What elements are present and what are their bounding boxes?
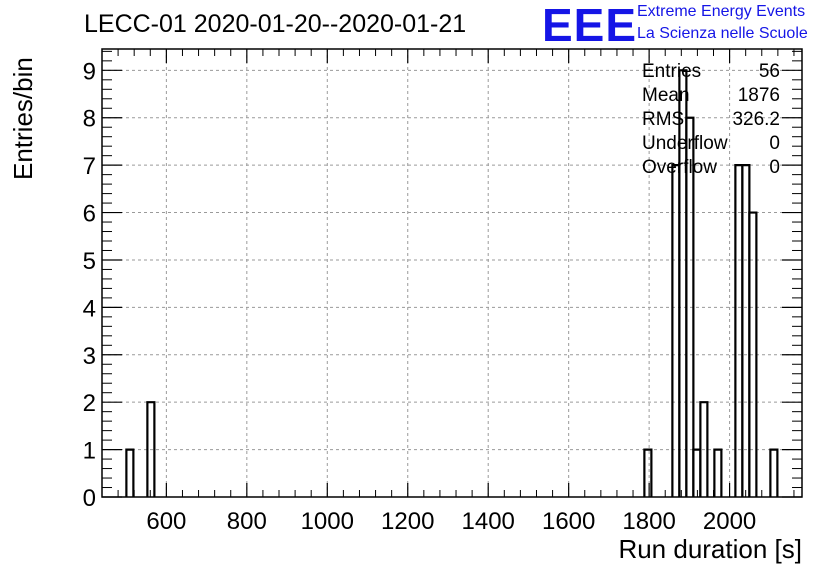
x-tick-label: 800 bbox=[227, 508, 267, 535]
axis-ticks bbox=[101, 49, 802, 498]
x-tick-label: 1600 bbox=[542, 508, 595, 535]
stat-value: 0 bbox=[769, 157, 780, 178]
stat-label: Mean bbox=[642, 85, 690, 106]
histogram-bars bbox=[125, 69, 779, 497]
histogram-bin bbox=[643, 448, 653, 497]
x-tick-label: 1200 bbox=[381, 508, 434, 535]
stat-label: Overflow bbox=[642, 157, 717, 178]
histogram-bin bbox=[685, 116, 695, 497]
stat-label: RMS bbox=[642, 109, 685, 130]
stat-value: 0 bbox=[769, 133, 780, 154]
x-axis-label: Run duration [s] bbox=[618, 534, 802, 564]
histogram-bin bbox=[769, 448, 779, 497]
x-tick-label: 2000 bbox=[703, 508, 756, 535]
histogram-bin bbox=[699, 401, 709, 497]
y-tick-label: 6 bbox=[83, 201, 96, 228]
y-tick-label: 9 bbox=[83, 58, 96, 85]
x-tick-label: 1400 bbox=[462, 508, 515, 535]
stat-value: 1876 bbox=[737, 85, 780, 106]
stat-row-entries: Entries 56 bbox=[642, 60, 780, 84]
y-tick-label: 4 bbox=[83, 295, 96, 322]
stats-box: Entries 56 Mean 1876 RMS 326.2 Underflow… bbox=[642, 60, 780, 180]
y-axis-label: Entries/bin bbox=[8, 57, 38, 180]
histogram-bin bbox=[713, 448, 723, 497]
y-tick-label: 0 bbox=[83, 485, 96, 512]
x-tick-label: 1000 bbox=[301, 508, 354, 535]
y-tick-label: 1 bbox=[83, 438, 96, 465]
x-tick-label: 1800 bbox=[622, 508, 675, 535]
stat-row-underflow: Underflow 0 bbox=[642, 132, 780, 156]
plot-frame bbox=[101, 48, 803, 498]
y-tick-label: 5 bbox=[83, 248, 96, 275]
y-tick-label: 3 bbox=[83, 343, 96, 370]
logo-line-1: Extreme Energy Events bbox=[637, 3, 806, 20]
stat-value: 56 bbox=[758, 61, 780, 82]
stat-value: 326.2 bbox=[732, 109, 780, 130]
y-tick-label: 7 bbox=[83, 153, 96, 180]
y-tick-label: 2 bbox=[83, 390, 96, 417]
logo-line-2: La Scienza nelle Scuole bbox=[637, 25, 808, 42]
x-tick-label: 600 bbox=[146, 508, 186, 535]
stat-row-mean: Mean 1876 bbox=[642, 84, 780, 108]
stat-label: Entries bbox=[642, 61, 702, 82]
stat-label: Underflow bbox=[642, 133, 728, 154]
tick-labels: 600 800 1000 1200 1400 1600 1800 2000 0 1 2 3 4 5 6 7 8 9 bbox=[83, 58, 757, 535]
histogram-bin bbox=[146, 401, 156, 497]
stat-row-overflow: Overflow 0 bbox=[642, 156, 780, 180]
histogram-bin bbox=[748, 211, 758, 497]
y-tick-label: 8 bbox=[83, 106, 96, 133]
histogram-bin bbox=[125, 448, 135, 497]
chart-title: LECC-01 2020-01-20--2020-01-21 bbox=[84, 10, 467, 38]
eee-logo: EEE bbox=[542, 0, 638, 51]
stat-row-rms: RMS 326.2 bbox=[642, 108, 780, 132]
